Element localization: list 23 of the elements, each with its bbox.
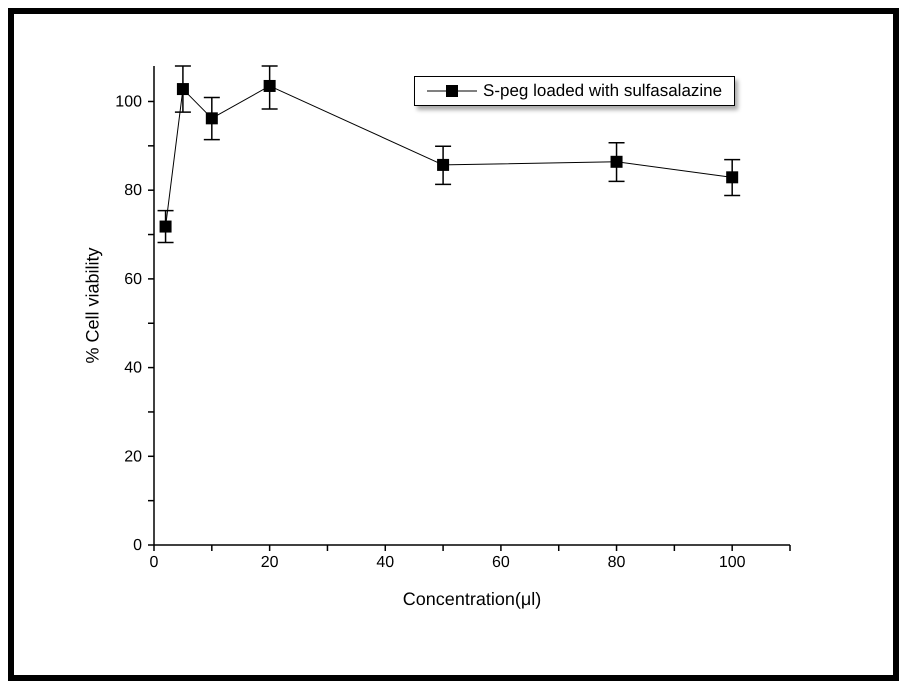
- y-tick-label: 80: [124, 182, 142, 200]
- y-tick-label: 100: [115, 93, 142, 110]
- point: [206, 112, 218, 124]
- x-tick-label: 100: [718, 554, 746, 571]
- point: [610, 156, 623, 168]
- y-tick-label: 0: [133, 537, 142, 554]
- y-axis-title: % Cell viability: [82, 247, 102, 364]
- x-axis-title: Concentration(μl): [402, 589, 542, 609]
- y-tick-label: 20: [124, 448, 142, 466]
- x-tick-label: 60: [492, 554, 510, 571]
- point: [437, 158, 450, 171]
- x-tick-label: 0: [150, 554, 159, 571]
- y-tick-label: 60: [124, 270, 142, 288]
- point: [160, 220, 172, 233]
- legend-label: S-peg loaded with sulfasalazine: [483, 81, 722, 101]
- x-tick-label: 40: [376, 554, 394, 571]
- point: [176, 83, 189, 96]
- y-tick-label: 40: [124, 360, 142, 377]
- frame: 0 20 40 60 80 100 Concentration(μl) 0 20 40 60 80 100 % Cell viability S-peg loaded with sulfasalazine: [8, 8, 899, 681]
- point: [726, 171, 738, 184]
- x-tick-label: 80: [608, 554, 626, 571]
- point: [264, 80, 276, 92]
- x-tick-label: 20: [260, 554, 279, 571]
